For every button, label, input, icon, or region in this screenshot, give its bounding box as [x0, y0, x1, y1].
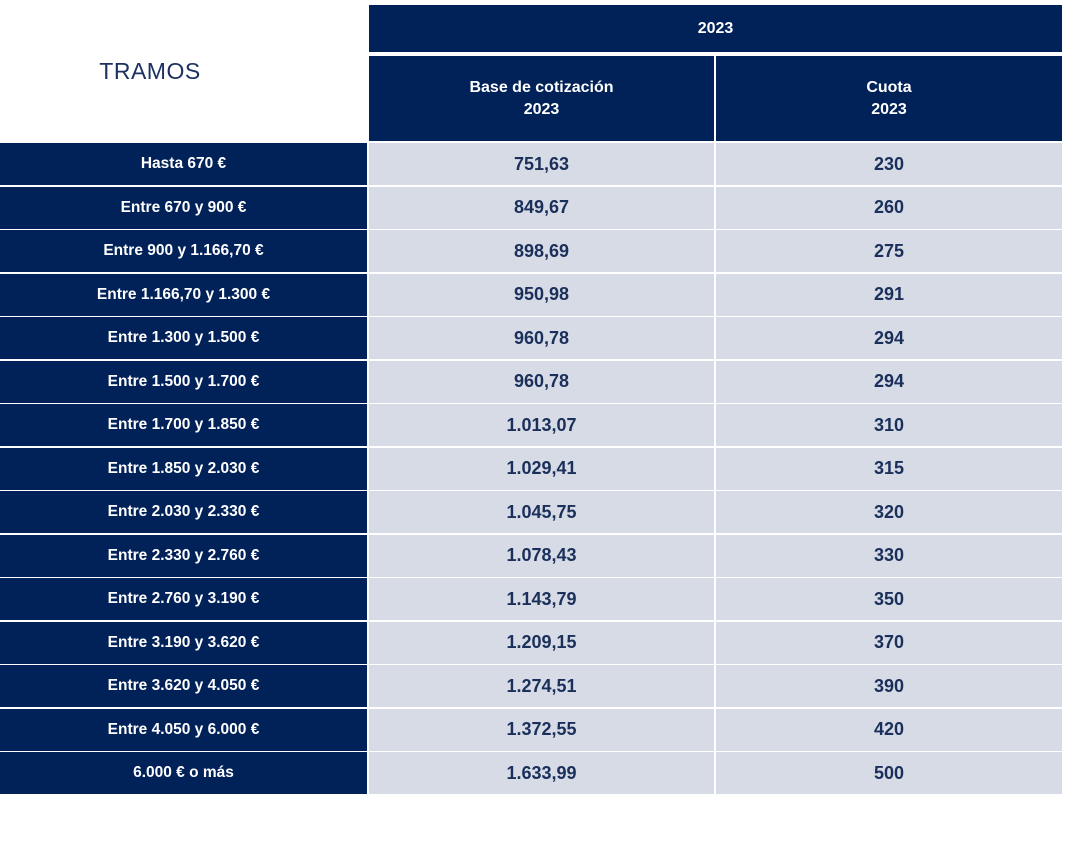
cuota-column-header: Cuota 2023 [716, 56, 1062, 141]
table-row: Entre 900 y 1.166,70 €898,69 275 [0, 230, 1062, 272]
cuota-cell: 310 [716, 404, 1062, 446]
cuota-header-line2: 2023 [871, 100, 907, 118]
base-header-line1: Base de cotización [469, 78, 614, 96]
base-header-line2: 2023 [523, 100, 560, 118]
cuota-cell: 420 [716, 708, 1062, 751]
base-cell: 950,98 [369, 273, 714, 316]
base-cell: 1.078,43 [369, 534, 714, 577]
base-cell: 849,67 [369, 186, 714, 229]
table-row: Hasta 670 €751,63 230 [0, 143, 1062, 185]
table-row: Entre 1.700 y 1.850 €1.013,07 310 [0, 404, 1062, 446]
tramo-cell: Entre 4.050 y 6.000 € [0, 708, 367, 751]
table-row: Entre 670 y 900 €849,67 260 [0, 186, 1062, 229]
base-cell: 960,78 [369, 317, 714, 359]
cuota-cell: 370 [716, 621, 1062, 664]
table-row: Entre 2.760 y 3.190 €1.143,79 350 [0, 578, 1062, 620]
tramo-cell: Entre 2.330 y 2.760 € [0, 534, 367, 577]
tramo-cell: Hasta 670 € [0, 143, 367, 185]
year-header: 2023 [369, 5, 1062, 52]
cuota-cell: 320 [716, 491, 1062, 533]
tramo-cell: Entre 1.500 y 1.700 € [0, 360, 367, 403]
table-row: Entre 1.500 y 1.700 €960,78 294 [0, 360, 1062, 403]
table-row: Entre 1.166,70 y 1.300 €950,98 291 [0, 273, 1062, 316]
tramo-cell: Entre 1.166,70 y 1.300 € [0, 273, 367, 316]
cuota-header-line1: Cuota [866, 78, 912, 96]
cuota-cell: 291 [716, 273, 1062, 316]
table-row: Entre 4.050 y 6.000 €1.372,55 420 [0, 708, 1062, 751]
cuota-cell: 230 [716, 143, 1062, 185]
cuota-cell: 350 [716, 578, 1062, 620]
base-cell: 1.372,55 [369, 708, 714, 751]
cuota-cell: 294 [716, 360, 1062, 403]
tramo-cell: Entre 1.850 y 2.030 € [0, 447, 367, 490]
cuota-cell: 330 [716, 534, 1062, 577]
tramo-cell: Entre 2.760 y 3.190 € [0, 578, 367, 620]
tramo-cell: Entre 1.300 y 1.500 € [0, 317, 367, 359]
tramo-cell: Entre 2.030 y 2.330 € [0, 491, 367, 533]
cuota-cell: 294 [716, 317, 1062, 359]
table-body: Hasta 670 €751,63 230 Entre 670 y 900 €849… [0, 143, 1062, 796]
table-row: Entre 2.030 y 2.330 €1.045,75 320 [0, 491, 1062, 533]
base-cell: 1.274,51 [369, 665, 714, 707]
base-cell: 1.633,99 [369, 752, 714, 794]
base-cell: 1.029,41 [369, 447, 714, 490]
cuota-cell: 315 [716, 447, 1062, 490]
tramo-cell: Entre 1.700 y 1.850 € [0, 404, 367, 446]
table-row: Entre 1.300 y 1.500 €960,78 294 [0, 317, 1062, 359]
cuota-cell: 500 [716, 752, 1062, 794]
base-cell: 751,63 [369, 143, 714, 185]
base-cell: 1.143,79 [369, 578, 714, 620]
cuota-cell: 260 [716, 186, 1062, 229]
tramo-cell: Entre 900 y 1.166,70 € [0, 230, 367, 272]
base-column-header: Base de cotización 2023 [369, 56, 714, 141]
cuota-cell: 275 [716, 230, 1062, 272]
tramo-cell: Entre 3.620 y 4.050 € [0, 665, 367, 707]
tramo-cell: 6.000 € o más [0, 752, 367, 794]
base-cell: 1.209,15 [369, 621, 714, 664]
tramo-cell: Entre 3.190 y 3.620 € [0, 621, 367, 664]
table-row: Entre 3.620 y 4.050 €1.274,51 390 [0, 665, 1062, 707]
base-cell: 1.013,07 [369, 404, 714, 446]
tramo-cell: Entre 670 y 900 € [0, 186, 367, 229]
table-row: Entre 3.190 y 3.620 €1.209,15 370 [0, 621, 1062, 664]
tramos-title: TRAMOS [99, 58, 201, 84]
cuota-cell: 390 [716, 665, 1062, 707]
table-row: 6.000 € o más 1.633,99 500 [0, 752, 1062, 794]
year-header-label: 2023 [697, 19, 734, 37]
table-row: Entre 1.850 y 2.030 €1.029,41 315 [0, 447, 1062, 490]
base-cell: 1.045,75 [369, 491, 714, 533]
table-row: Entre 2.330 y 2.760 €1.078,43 330 [0, 534, 1062, 577]
base-cell: 960,78 [369, 360, 714, 403]
base-cell: 898,69 [369, 230, 714, 272]
